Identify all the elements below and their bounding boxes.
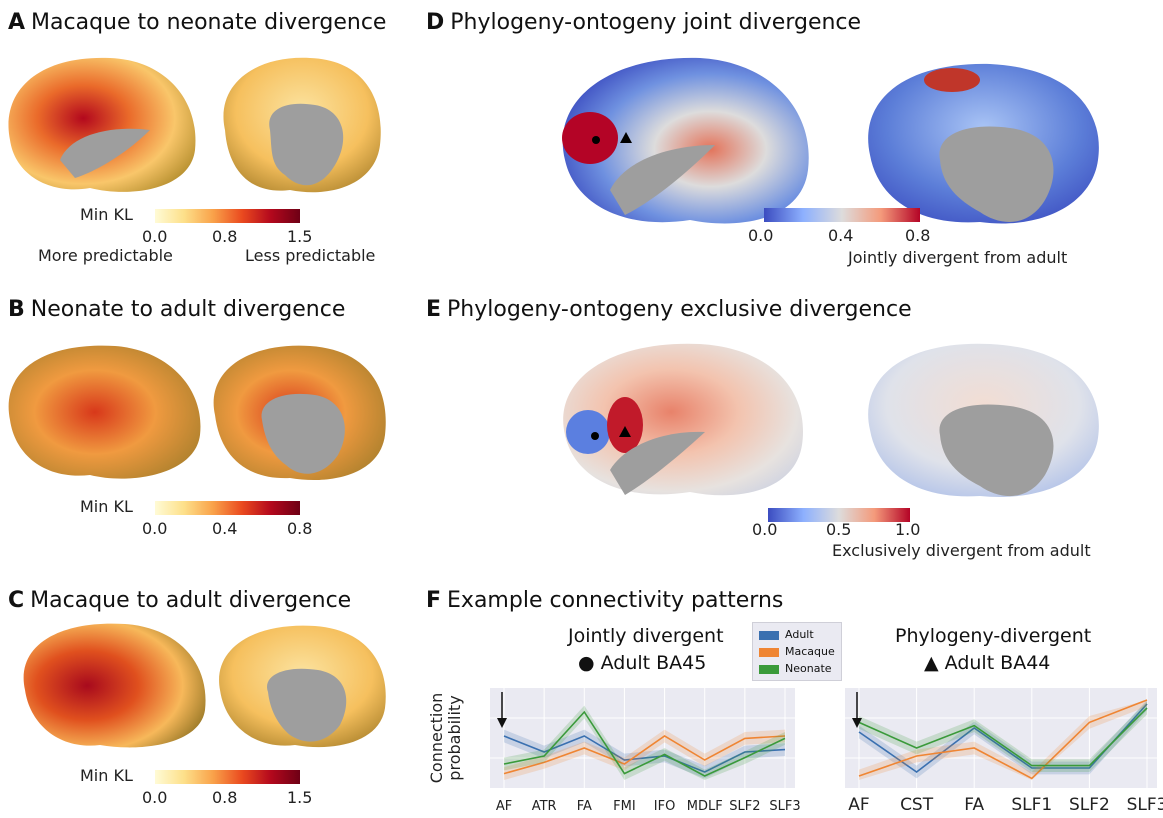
panel-e-colorbar (768, 508, 910, 522)
series-line-neonate (858, 707, 1148, 767)
x-tick-label: ATR (532, 799, 557, 814)
arrow-head (852, 718, 862, 728)
panel-a-right-note: Less predictable (245, 246, 376, 265)
panel-c-tick-2: 1.5 (287, 788, 313, 807)
panel-d-note: Jointly divergent from adult (848, 248, 1068, 267)
panel-e-tick-1: 0.5 (826, 520, 852, 539)
panel-b-tick-1: 0.4 (212, 519, 238, 538)
panel-a-tick-2: 1.5 (287, 227, 313, 246)
panel-e-title: E Phylogeny-ontogeny exclusive divergence (426, 297, 912, 322)
panel-d-colorbar (764, 208, 920, 222)
plot1-chart: AF ATR FA FMI IFO MDLF SLF2 SLF3 (490, 688, 801, 814)
x-tick-label: IFO (654, 799, 676, 814)
x-tick-label: SLF2 (729, 799, 760, 814)
panel-b-cb-label: Min KL (80, 497, 133, 516)
plot2-chart: AF CST FA SLF1 SLF2 SLF3 (845, 688, 1163, 815)
x-tick-label: CST (900, 795, 934, 815)
chart-legend: Adult Macaque Neonate (752, 622, 842, 681)
plot1-ylabel: Connectionprobability (427, 693, 464, 784)
series-line-macaque (503, 735, 786, 775)
panel-d-tick-2: 0.8 (905, 226, 931, 245)
panel-c-brains (23, 623, 386, 748)
x-tick-label: SLF2 (1069, 795, 1110, 815)
panel-a-tick-1: 0.8 (212, 227, 238, 246)
panel-b-tick-0: 0.0 (142, 519, 168, 538)
panel-c-colorbar (155, 770, 300, 784)
plot1-title: Jointly divergent (568, 625, 724, 647)
y-axis-label: Connectionprobability (427, 693, 464, 784)
series-line-adult (858, 703, 1148, 773)
x-tick-label: SLF3 (769, 799, 800, 814)
series-line-macaque (858, 699, 1148, 780)
temporal-gray (60, 128, 150, 178)
plot-background (845, 688, 1157, 788)
medial-wall (269, 103, 344, 186)
panel-e-brains (563, 343, 1099, 497)
x-tick-label: FMI (613, 799, 636, 814)
panel-e-tick-2: 1.0 (895, 520, 921, 539)
series-band-adult (859, 700, 1147, 779)
x-tick-label: AF (496, 799, 512, 814)
panel-a-left-note: More predictable (38, 246, 173, 265)
brain-lateral (8, 57, 196, 192)
panel-a-title: A Macaque to neonate divergence (8, 10, 387, 35)
x-tick-label: FA (964, 795, 984, 815)
x-tick-label: MDLF (687, 799, 723, 814)
panel-a-colorbar (155, 209, 300, 223)
panel-a-brains (8, 57, 381, 193)
panel-b-colorbar (155, 501, 300, 515)
legend-item-adult: Adult (759, 626, 835, 643)
panel-d-tick-0: 0.0 (748, 226, 774, 245)
legend-item-macaque: Macaque (759, 643, 835, 660)
panel-c-title: C Macaque to adult divergence (8, 588, 352, 613)
panel-b-brains (8, 345, 386, 481)
x-tick-label: SLF1 (1011, 795, 1052, 815)
panel-e-tick-0: 0.0 (752, 520, 778, 539)
panel-c-cb-label: Min KL (80, 766, 133, 785)
panel-a-tick-0: 0.0 (142, 227, 168, 246)
series-band-neonate (504, 705, 785, 780)
plot2-subtitle: ▲ Adult BA44 (924, 652, 1051, 674)
legend-item-neonate: Neonate (759, 660, 835, 677)
plot1-subtitle: ● Adult BA45 (578, 652, 707, 674)
panel-d-title: D Phylogeny-ontogeny joint divergence (426, 10, 862, 35)
panel-d-tick-1: 0.4 (828, 226, 854, 245)
x-tick-label: FA (577, 799, 592, 814)
panel-f-title: F Example connectivity patterns (426, 588, 784, 613)
panel-c-tick-1: 0.8 (212, 788, 238, 807)
series-line-neonate (503, 710, 786, 777)
panel-b-tick-2: 0.8 (287, 519, 313, 538)
arrow-head (497, 718, 507, 728)
panel-c-tick-0: 0.0 (142, 788, 168, 807)
x-tick-label: AF (848, 795, 869, 815)
series-band-macaque (504, 729, 785, 780)
x-tick-label: SLF3 (1127, 795, 1163, 815)
panel-a-cb-label: Min KL (80, 205, 133, 224)
panel-e-note: Exclusively divergent from adult (832, 541, 1091, 560)
plot2-title: Phylogeny-divergent (895, 625, 1092, 647)
panel-b-title: B Neonate to adult divergence (8, 297, 346, 322)
series-band-macaque (859, 700, 1147, 780)
panel-d-brains (562, 57, 1099, 224)
